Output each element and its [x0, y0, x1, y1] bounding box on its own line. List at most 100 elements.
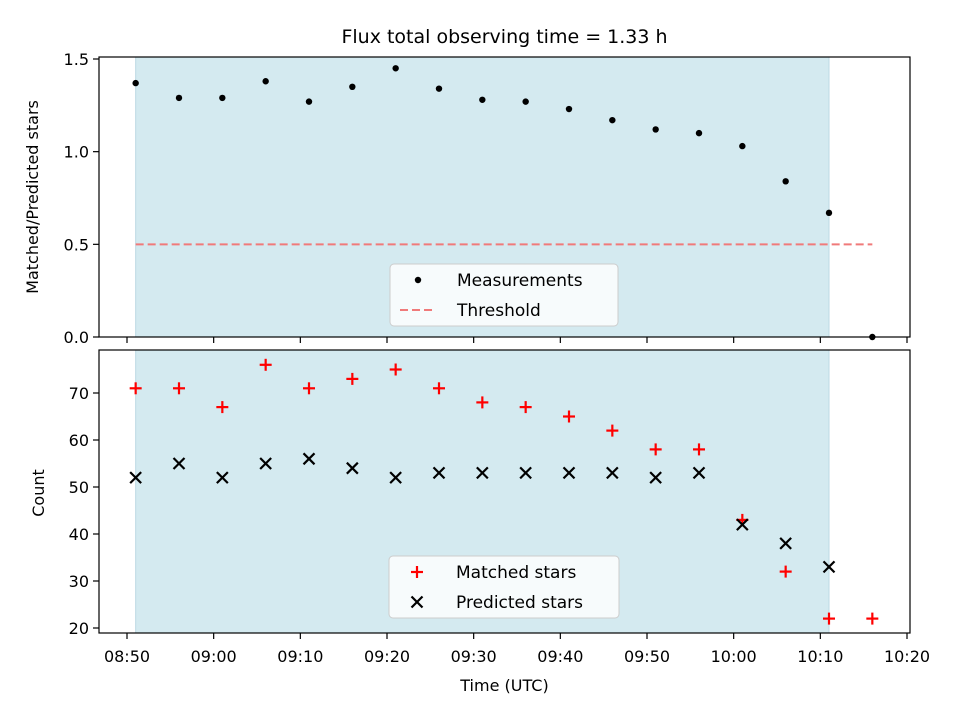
x-tick-label: 10:20: [884, 647, 930, 666]
measurement-point: [652, 126, 659, 133]
measurement-point: [522, 98, 529, 105]
panel-ratio: 0.0 0.5 1.0 1.5 Measurements Threshold Matche…: [23, 50, 911, 347]
legend-predicted-swatch: [410, 595, 424, 609]
x-tick-label: 09:50: [624, 647, 670, 666]
matched-star-point: [866, 612, 879, 625]
predicted-star-point: [389, 471, 402, 484]
predicted-star-stroke: [389, 471, 402, 484]
predicted-star-point: [172, 457, 186, 470]
measurement-point: [609, 116, 616, 124]
measurement-point: [132, 79, 139, 87]
y-tick-label: 0.0: [64, 328, 89, 347]
measurement-point: [695, 129, 703, 137]
axes-frame: [98, 349, 911, 634]
measurement-point: [825, 209, 833, 217]
predicted-star-point: [259, 457, 272, 470]
x-tick-label: 08:50: [104, 647, 150, 666]
legend-label: Matched stars: [456, 563, 576, 583]
x-tick-label: 09:30: [451, 647, 497, 666]
legend-measurement-swatch: [414, 276, 422, 284]
measurement-point: [392, 65, 399, 72]
legend-label: Measurements: [457, 271, 583, 291]
x-tick-label: 09:40: [537, 647, 583, 666]
predicted-star-stroke: [779, 537, 792, 550]
predicted-star-point: [476, 466, 489, 480]
legend-label: Threshold: [456, 301, 541, 321]
y-tick-label: 20: [69, 619, 89, 638]
matched-star-point: [389, 363, 402, 376]
legend-box: [389, 263, 619, 327]
predicted-star-stroke: [606, 466, 619, 480]
matched-star-point: [346, 372, 359, 385]
predicted-star-stroke: [692, 466, 706, 480]
legend: Measurements Threshold: [389, 263, 619, 327]
predicted-star-point: [736, 518, 749, 531]
predicted-star-stroke: [216, 471, 229, 484]
x-tick-label: 09:10: [277, 647, 323, 666]
legend: Matched stars Predicted stars: [388, 555, 620, 619]
measurement-point: [262, 78, 269, 85]
predicted-star-stroke: [649, 471, 662, 484]
matched-star-point: [303, 382, 315, 395]
measurement-point: [739, 142, 746, 150]
y-tick-label: 1.0: [64, 143, 89, 162]
predicted-star-stroke: [562, 466, 576, 480]
y-tick-label: 60: [69, 431, 89, 450]
predicted-star-point: [519, 466, 532, 480]
matched-star-point: [823, 612, 835, 625]
legend-label: Predicted stars: [456, 593, 583, 613]
predicted-star-stroke: [346, 461, 359, 475]
matched-star-point: [259, 358, 272, 371]
measurement-point: [305, 98, 313, 105]
predicted-star-point: [216, 471, 229, 484]
y-tick-label: 70: [69, 384, 89, 403]
predicted-star-stroke: [129, 471, 142, 484]
predicted-star-point: [779, 537, 792, 550]
x-tick-label: 10:00: [711, 647, 757, 666]
predicted-star-stroke: [822, 560, 836, 574]
panel-count: 20 30 40 50 60 70 Matched stars Predicted stars…: [29, 349, 911, 639]
y-axis-label-count: Count: [29, 469, 48, 517]
predicted-star-point: [606, 466, 619, 480]
matched-star-point: [779, 565, 792, 578]
y-tick-label: 1.5: [64, 50, 89, 69]
predicted-star-point: [562, 466, 576, 480]
legend-box: [388, 555, 620, 619]
predicted-star-stroke: [172, 457, 186, 470]
x-axis: 08:50 09:00 09:10 09:20 09:30 09:40 09:50 10:00…: [104, 647, 930, 666]
matched-star-point: [606, 424, 619, 437]
predicted-star-point: [346, 461, 359, 475]
chart-title: Flux total observing time = 1.33 h: [341, 26, 667, 48]
y-tick-label: 30: [69, 572, 89, 591]
measurement-point: [175, 94, 183, 102]
predicted-star-point: [302, 452, 316, 466]
matched-star-point: [216, 401, 229, 414]
measurement-point: [435, 85, 443, 92]
x-axis-label: Time (UTC): [459, 676, 548, 695]
matched-star-point: [693, 443, 705, 456]
y-tick-label: 50: [69, 478, 89, 497]
matched-star-point: [519, 401, 532, 414]
predicted-star-stroke: [519, 466, 532, 480]
x-tick-label: 10:10: [797, 647, 843, 666]
matched-star-point: [649, 443, 662, 456]
x-tick-label: 09:20: [364, 647, 410, 666]
measurement-point: [349, 83, 356, 91]
measurement-point: [565, 105, 573, 113]
predicted-star-stroke: [736, 518, 749, 531]
predicted-star-stroke: [432, 466, 446, 480]
measurement-point: [219, 94, 226, 102]
y-tick-label: 0.5: [64, 235, 89, 254]
predicted-star-stroke: [302, 452, 316, 466]
matched-star-point: [129, 382, 142, 395]
axes-frame: [98, 56, 911, 338]
predicted-star-stroke: [476, 466, 489, 480]
predicted-star-point: [692, 466, 706, 480]
matched-star-point: [433, 382, 445, 395]
predicted-star-stroke: [259, 457, 272, 470]
predicted-star-point: [432, 466, 446, 480]
matched-star-point: [173, 382, 185, 395]
y-tick-label: 40: [69, 525, 89, 544]
x-tick-label: 09:00: [191, 647, 237, 666]
y-axis-label-ratio: Matched/Predicted stars: [23, 100, 42, 294]
